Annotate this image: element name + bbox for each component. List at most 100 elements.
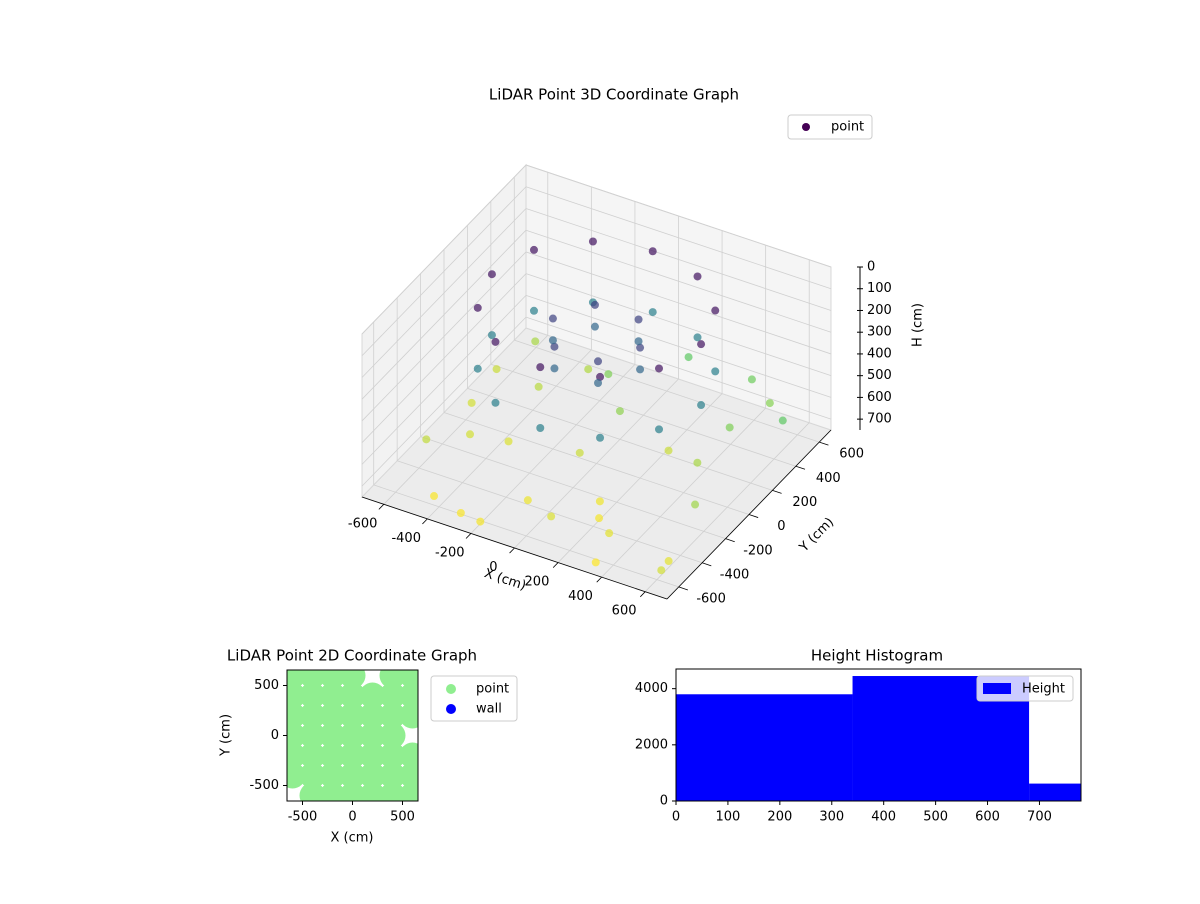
y-tick-label: 400 — [816, 471, 841, 486]
grid-line — [361, 186, 527, 357]
point — [595, 514, 604, 523]
tick-mark — [509, 547, 515, 554]
legend-marker — [446, 704, 456, 714]
grid-line — [373, 484, 679, 588]
point — [299, 702, 326, 729]
x-tick-label: 700 — [1027, 810, 1052, 825]
legend-patch — [983, 683, 1011, 694]
point — [697, 401, 706, 410]
point — [655, 364, 664, 373]
point — [339, 682, 366, 709]
grid-line — [361, 229, 527, 400]
x-tick-label: -500 — [288, 810, 318, 825]
point — [379, 702, 406, 729]
point — [456, 508, 465, 517]
grid-line — [467, 387, 773, 491]
point — [339, 670, 366, 689]
x-tick-label: 400 — [871, 810, 896, 825]
grid-line — [420, 436, 726, 540]
point — [319, 762, 346, 789]
tick-mark — [640, 591, 646, 598]
grid-line — [443, 412, 750, 515]
point — [648, 308, 657, 317]
point — [299, 762, 326, 789]
plot-area — [676, 676, 1081, 801]
point — [379, 742, 406, 769]
grid-line — [397, 460, 703, 564]
point — [339, 742, 366, 769]
point — [575, 448, 584, 457]
point — [664, 446, 673, 455]
point — [287, 762, 306, 789]
point — [693, 272, 702, 281]
point — [547, 512, 556, 521]
tick-mark — [772, 489, 782, 494]
grid-line — [525, 229, 832, 333]
x-tick-label: -400 — [391, 531, 421, 546]
point — [319, 670, 346, 689]
point — [529, 306, 538, 315]
point — [299, 682, 326, 709]
tick-mark — [748, 514, 759, 518]
legend-label: point — [476, 682, 509, 697]
legend-marker — [802, 123, 810, 131]
x-tick-label: 200 — [767, 810, 792, 825]
tick-mark — [795, 465, 806, 470]
point — [664, 557, 673, 566]
tick-mark — [465, 533, 472, 539]
point — [615, 407, 624, 416]
x-tick-label: -600 — [348, 516, 378, 531]
point — [596, 372, 605, 381]
grid-line — [361, 164, 527, 335]
point — [765, 399, 774, 408]
x-tick-label: 0 — [489, 560, 497, 575]
point — [422, 435, 431, 444]
z-tick-label: 0 — [867, 260, 875, 275]
point — [548, 314, 557, 323]
grid-line — [525, 208, 832, 311]
grid-line — [525, 251, 832, 355]
point — [550, 364, 559, 373]
point — [492, 365, 501, 374]
chart-title: LiDAR Point 2D Coordinate Graph — [227, 647, 477, 665]
point — [693, 458, 702, 467]
z-tick-label: 200 — [867, 303, 892, 318]
x-tick-label: 600 — [612, 604, 637, 619]
point — [636, 365, 645, 374]
point — [604, 370, 613, 379]
grid-line — [525, 164, 832, 268]
z-tick-label: 500 — [867, 368, 892, 383]
point — [523, 496, 532, 505]
z-tick-label: 700 — [867, 412, 892, 427]
point — [399, 762, 418, 789]
point — [588, 237, 597, 246]
x-tick-label: 400 — [568, 589, 593, 604]
point — [504, 437, 513, 446]
point — [634, 315, 643, 324]
axes-frame — [675, 668, 1082, 802]
y-tick-label: 200 — [792, 495, 817, 510]
point — [287, 702, 306, 729]
tick-mark — [378, 504, 385, 510]
point — [534, 382, 543, 391]
point — [359, 762, 386, 789]
point — [319, 722, 346, 749]
point — [379, 782, 406, 801]
x-tick-label: 500 — [390, 810, 415, 825]
z-tick-label: 600 — [867, 390, 892, 405]
point — [487, 331, 496, 340]
grid-line — [525, 186, 832, 290]
tick-mark — [702, 562, 712, 567]
point — [339, 762, 366, 789]
point — [636, 343, 645, 352]
point — [473, 364, 482, 373]
bar — [676, 694, 853, 801]
x-tick-label: 200 — [525, 575, 550, 590]
point — [476, 517, 485, 526]
point — [590, 322, 599, 331]
point — [299, 722, 326, 749]
point — [529, 245, 538, 254]
bar — [1029, 783, 1081, 801]
grid-line — [514, 339, 820, 443]
